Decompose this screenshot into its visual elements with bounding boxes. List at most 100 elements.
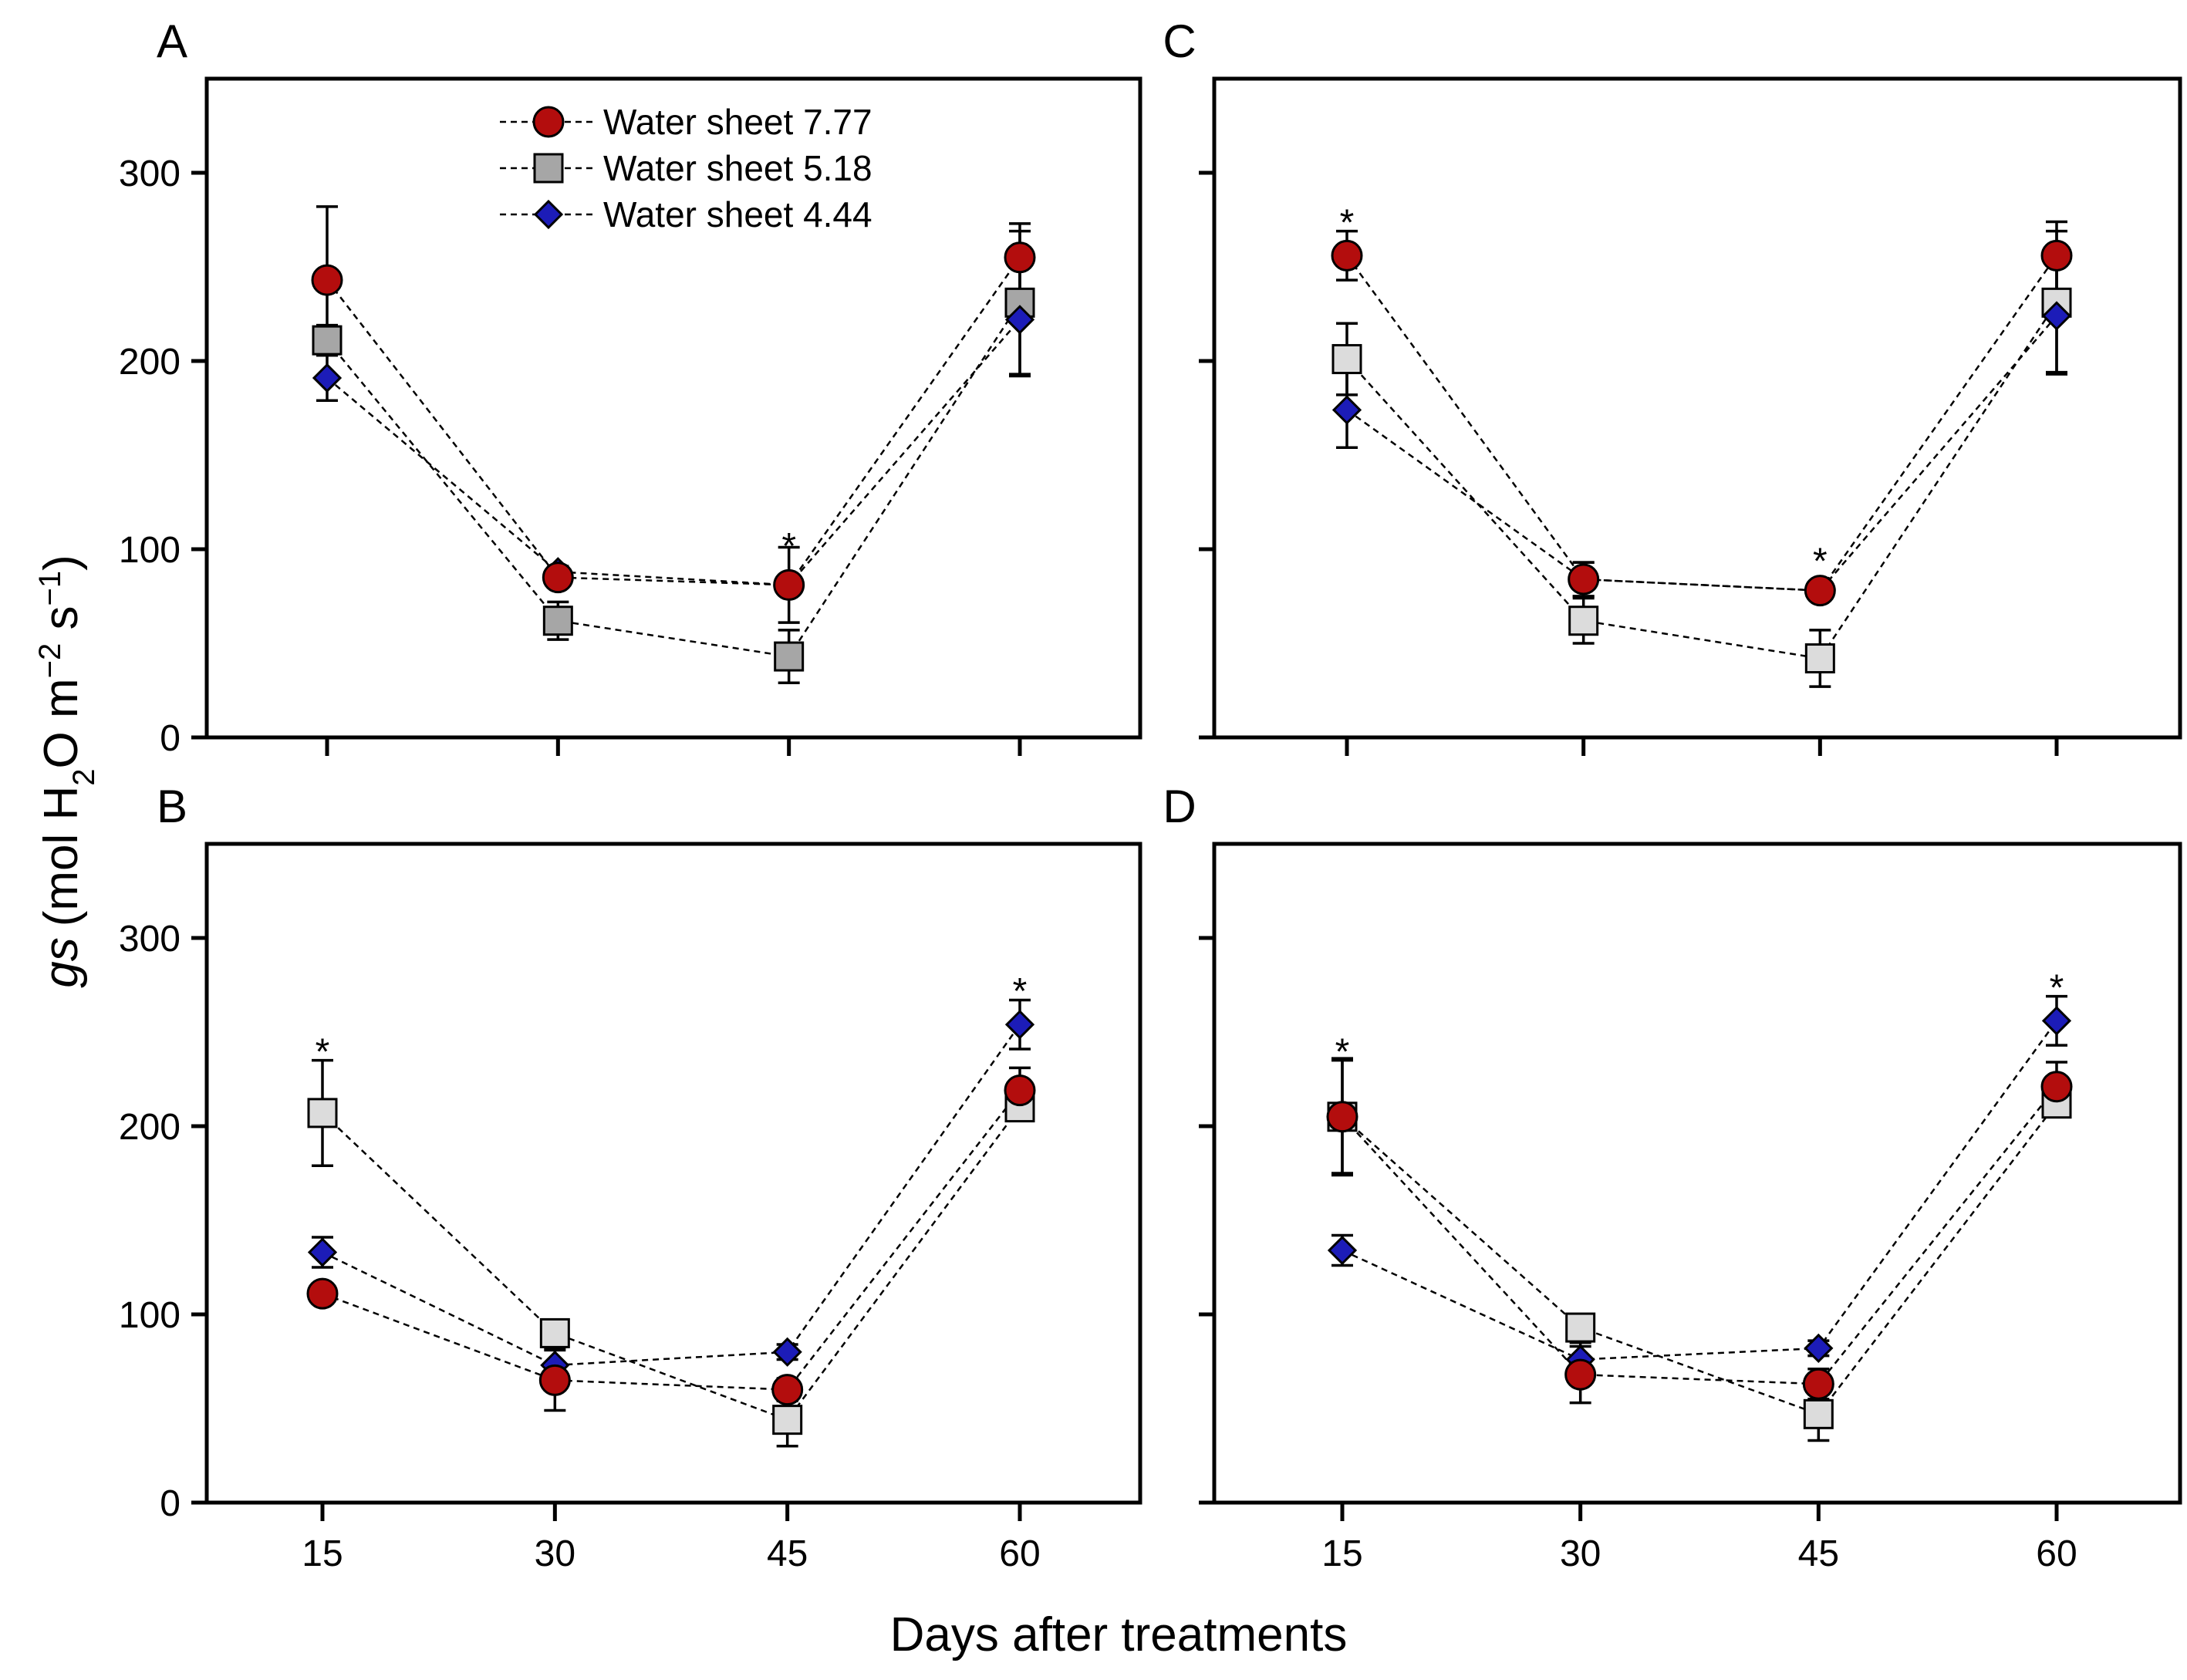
data-point: [1803, 1398, 1834, 1429]
panel-label: A: [157, 15, 187, 67]
x-tick-label: 45: [767, 1533, 808, 1574]
series-line: [1346, 315, 2057, 592]
y-tick-label: 300: [119, 919, 181, 960]
legend-marker: [532, 106, 565, 138]
y-tick-label: 200: [119, 342, 181, 383]
data-point: [1331, 344, 1362, 375]
y-tick-label: 0: [160, 718, 181, 759]
series-line: [322, 1106, 1021, 1422]
data-point: [307, 1237, 338, 1267]
legend-marker: [533, 153, 564, 184]
data-point: [1802, 1368, 1834, 1400]
y-axis-title-sub: 2: [67, 768, 101, 785]
x-tick-label: 30: [1560, 1533, 1601, 1574]
panel-label: C: [1163, 15, 1196, 67]
data-point: [1004, 241, 1036, 274]
y-axis-title-unit3: s: [35, 606, 88, 643]
data-point: [1565, 1312, 1596, 1343]
data-point: [2040, 1071, 2073, 1103]
x-axis-title: Days after treatments: [890, 1608, 1348, 1661]
data-point: [774, 641, 805, 672]
legend-label: Water sheet 4.44: [603, 194, 872, 234]
data-point: [311, 264, 343, 296]
data-point: [306, 1277, 339, 1310]
y-axis-title-sup1: −2: [33, 643, 67, 679]
series-line: [1346, 302, 2058, 660]
data-point: [539, 1317, 570, 1348]
panel-label: B: [157, 781, 187, 832]
y-tick-label: 0: [160, 1483, 181, 1524]
panel-B: B 0 100 200 300 15 30 45 60 * *: [119, 781, 1142, 1574]
data-point: [1804, 643, 1835, 674]
panel-B-frame: [204, 842, 1142, 1505]
series-line: [1342, 1020, 2058, 1361]
x-tick-label: 60: [999, 1533, 1040, 1574]
data-point: [2041, 1006, 2072, 1036]
y-tick-label: 100: [119, 1295, 181, 1336]
data-point: [1568, 606, 1599, 636]
data-point: [312, 363, 343, 393]
y-axis-title-main: gs: [35, 937, 88, 987]
y-tick-label: 300: [119, 153, 181, 194]
data-point: [772, 1337, 802, 1367]
series-line: [326, 302, 1021, 658]
x-tick-label: 15: [302, 1533, 343, 1574]
significance-star: *: [2050, 967, 2064, 1008]
panel-D-frame: [1212, 842, 2182, 1505]
data-point: [1331, 239, 1363, 272]
series-line: [326, 319, 1021, 586]
data-point: [1004, 1010, 1035, 1040]
panel-D: D 15 30 45 60 * *: [1163, 781, 2182, 1574]
panel-C: C * *: [1163, 15, 2182, 756]
x-tick-label: 30: [535, 1533, 575, 1574]
data-point: [1326, 1101, 1358, 1133]
data-point: [1568, 563, 1600, 595]
series-line: [1342, 1102, 2057, 1415]
y-axis-title-sup2: −1: [33, 571, 67, 606]
legend-label: Water sheet 7.77: [603, 102, 872, 142]
y-axis-title: gs (mol H2O m−2 s−1): [33, 555, 101, 988]
series-line: [1342, 1085, 2057, 1385]
series-line: [1345, 255, 2058, 592]
data-point: [312, 325, 343, 356]
data-point: [1331, 395, 1362, 425]
data-point: [1004, 305, 1035, 335]
series-line: [322, 1024, 1021, 1367]
significance-star: *: [1813, 541, 1828, 582]
significance-star: *: [781, 526, 796, 567]
x-tick-label: 60: [2036, 1533, 2077, 1574]
panel-A-frame: [204, 76, 1142, 740]
x-tick-label: 45: [1798, 1533, 1839, 1574]
y-tick-label: 100: [119, 530, 181, 571]
data-point: [2041, 301, 2072, 331]
data-point: [1804, 575, 1836, 607]
data-point: [773, 568, 805, 601]
significance-star: *: [316, 1031, 330, 1072]
y-axis-title-unit2: O m: [35, 678, 88, 768]
y-axis-title-unit: (mol H: [35, 786, 88, 927]
data-point: [1004, 1074, 1036, 1107]
data-point: [771, 1374, 804, 1406]
x-tick-label: 15: [1321, 1533, 1362, 1574]
data-point: [307, 1098, 338, 1128]
data-point: [1327, 1235, 1358, 1266]
legend-label: Water sheet 5.18: [603, 148, 872, 188]
series-line: [326, 257, 1021, 586]
legend-marker: [533, 199, 564, 230]
series-line: [322, 1089, 1021, 1391]
data-point: [538, 1364, 571, 1396]
data-point: [772, 1405, 803, 1435]
panel-label: D: [1163, 781, 1196, 832]
significance-star: *: [1013, 971, 1028, 1012]
data-point: [1804, 1333, 1834, 1364]
data-point: [1564, 1358, 1597, 1391]
data-point: [542, 606, 573, 636]
data-point: [2040, 239, 2073, 272]
data-point: [542, 562, 574, 594]
legend: Water sheet 7.77 Water sheet 5.18 Water sh…: [500, 102, 872, 234]
panel-C-frame: [1212, 76, 2182, 740]
significance-star: *: [1335, 1031, 1350, 1072]
